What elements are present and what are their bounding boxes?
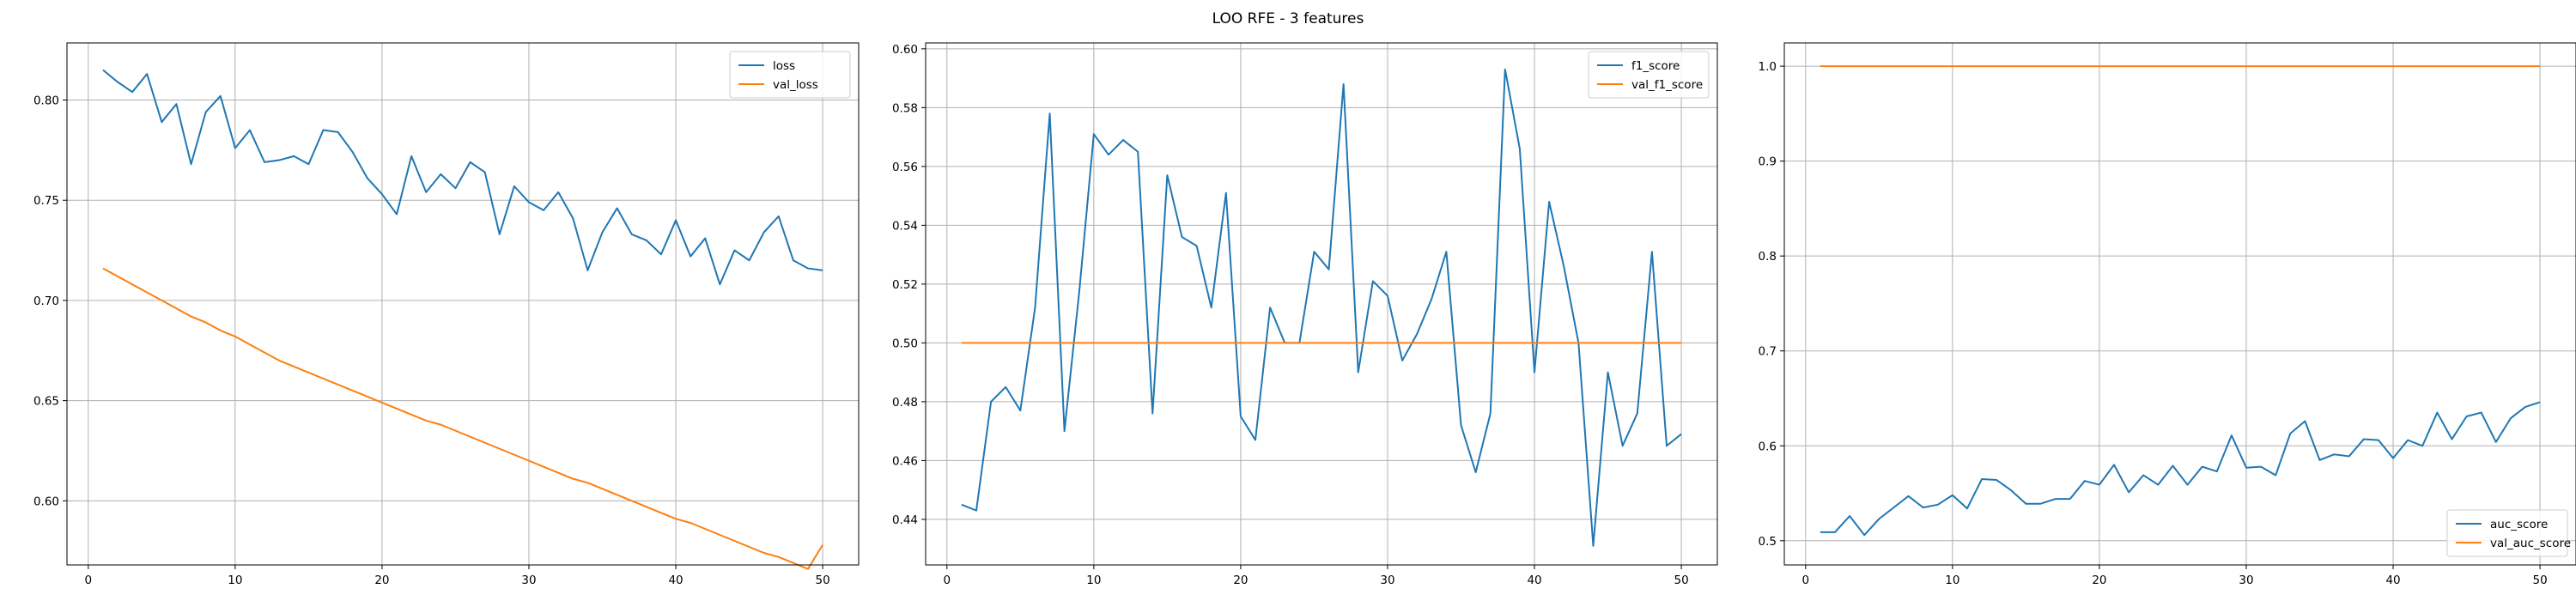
legend-label: auc_score xyxy=(2490,518,2548,531)
axes-frame xyxy=(66,42,860,566)
y-tick-label: 0.8 xyxy=(1759,250,1777,264)
axes-frame xyxy=(925,42,1718,566)
legend-label: val_f1_score xyxy=(1631,78,1703,92)
figure-title: LOO RFE - 3 features xyxy=(1212,10,1364,27)
x-tick-label: 20 xyxy=(374,574,389,587)
x-tick-label: 40 xyxy=(668,574,683,587)
y-tick-label: 0.50 xyxy=(892,337,918,350)
y-tick-label: 0.9 xyxy=(1759,155,1777,169)
legend: auc_score val_auc_score xyxy=(2446,509,2571,557)
x-tick-label: 20 xyxy=(2092,574,2106,587)
y-tick-label: 0.54 xyxy=(892,219,918,233)
y-tick-label: 0.70 xyxy=(33,294,59,308)
subplot-1: 0 10 20 30 40 50 0.60 0.65 0.70 0.75 0.80 loss val_l… xyxy=(33,42,860,587)
x-tick-label: 40 xyxy=(2385,574,2400,587)
x-tick-label: 30 xyxy=(1380,574,1394,587)
y-tick-label: 0.56 xyxy=(892,161,918,174)
legend-frame xyxy=(729,51,851,99)
x-tick-label: 50 xyxy=(2532,574,2547,587)
y-tick-label: 0.5 xyxy=(1759,535,1777,549)
y-tick-label: 0.75 xyxy=(33,194,59,208)
legend-label: val_loss xyxy=(773,78,818,92)
y-tick-label: 1.0 xyxy=(1759,60,1777,74)
x-tick-label: 0 xyxy=(944,574,951,587)
legend: f1_score val_f1_score xyxy=(1588,51,1710,99)
series-line-f1-score xyxy=(961,68,1682,547)
x-tick-label: 50 xyxy=(1674,574,1688,587)
x-tick-label: 10 xyxy=(228,574,242,587)
legend-frame xyxy=(2446,509,2568,557)
y-tick-label: 0.60 xyxy=(33,495,59,508)
series-line-val-loss xyxy=(102,267,823,570)
subplots: 0 10 20 30 40 500.600.650.700.750.80lossval_l… xyxy=(33,42,2576,587)
x-tick-label: 20 xyxy=(1233,574,1248,587)
series-line-loss xyxy=(102,69,823,286)
y-tick-label: 0.44 xyxy=(892,513,918,527)
x-tick-label: 30 xyxy=(2239,574,2253,587)
x-tick-label: 40 xyxy=(1527,574,1541,587)
x-tick-label: 0 xyxy=(1802,574,1810,587)
legend-label: val_auc_score xyxy=(2490,537,2571,550)
x-tick-label: 50 xyxy=(815,574,829,587)
x-tick-label: 10 xyxy=(1945,574,1959,587)
x-tick-label: 10 xyxy=(1086,574,1101,587)
y-tick-label: 0.7 xyxy=(1759,345,1777,359)
legend-label: loss xyxy=(773,59,795,73)
y-tick-label: 0.6 xyxy=(1759,440,1777,453)
legend: loss val_loss xyxy=(729,51,851,99)
series-line-auc-score xyxy=(1820,401,2541,537)
subplot-2: 0 10 20 30 40 50 0.44 0.46 0.48 0.50 0.52 0.54 0.56 0… xyxy=(892,42,1718,587)
x-tick-label: 30 xyxy=(521,574,536,587)
axes-frame xyxy=(1783,42,2576,566)
x-tick-label: 0 xyxy=(85,574,93,587)
legend-label: f1_score xyxy=(1631,59,1680,73)
y-tick-label: 0.60 xyxy=(892,43,918,57)
y-tick-label: 0.46 xyxy=(892,454,918,468)
y-tick-label: 0.65 xyxy=(33,395,59,409)
y-tick-label: 0.80 xyxy=(33,94,59,108)
subplot-3: 0 10 20 30 40 50 0.5 0.6 0.7 0.8 0.9 1.0 auc_scoreva… xyxy=(1759,42,2576,587)
y-tick-label: 0.58 xyxy=(892,101,918,115)
y-tick-label: 0.48 xyxy=(892,396,918,410)
y-tick-label: 0.52 xyxy=(892,278,918,292)
legend-frame xyxy=(1588,51,1710,99)
